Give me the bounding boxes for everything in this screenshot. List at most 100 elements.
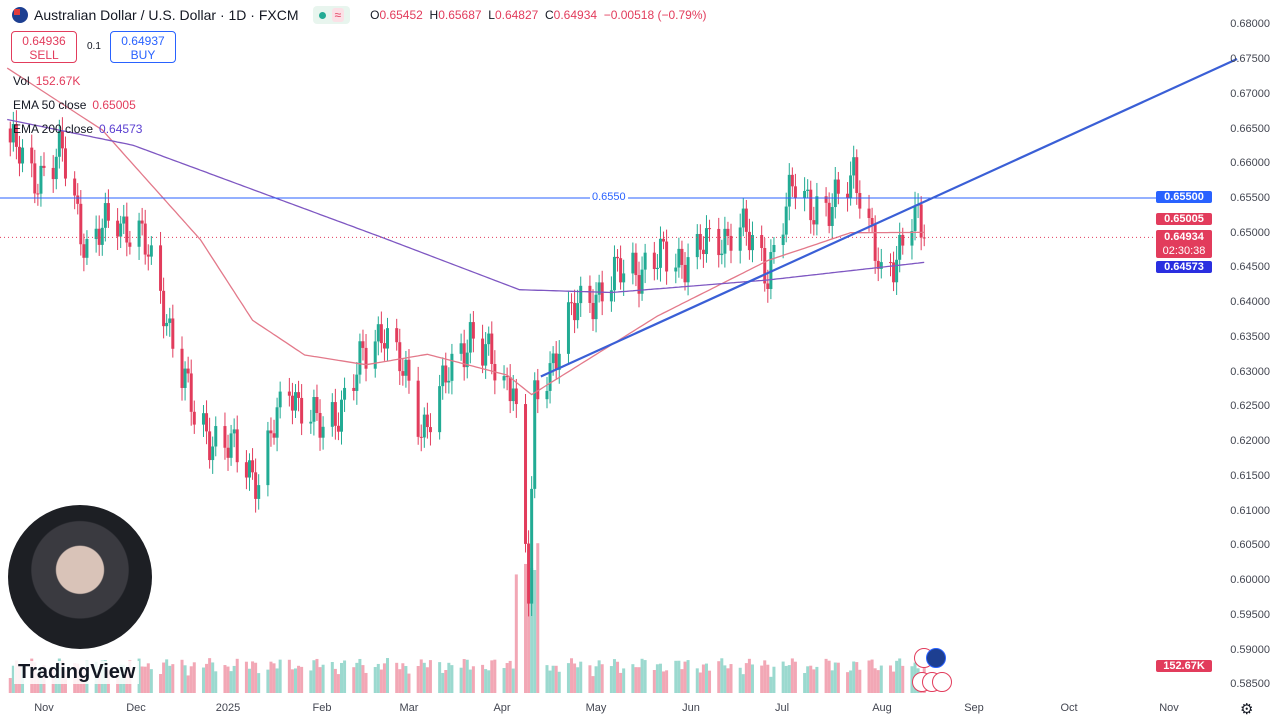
volume-bar [272, 663, 276, 693]
candle-body [652, 252, 656, 270]
candle-body [898, 234, 902, 260]
candle-body [343, 387, 347, 400]
price-axis-label: 0.58500 [1230, 678, 1270, 691]
volume-bar [211, 662, 215, 693]
tradingview-logo[interactable]: TradingView [14, 661, 140, 684]
hline-price-tag: 0.65500 [1156, 191, 1212, 203]
candle-body [849, 175, 853, 198]
candle-body [790, 174, 794, 187]
volume-bar [373, 667, 377, 693]
candle-body [741, 208, 745, 228]
candle-body [398, 342, 402, 372]
candle-body [686, 257, 690, 283]
volume-bar [481, 664, 485, 693]
candle-body [655, 267, 659, 270]
price-axis-label: 0.68000 [1230, 18, 1270, 31]
candle-body [168, 318, 172, 323]
candle-body [100, 227, 104, 245]
candle-body [149, 245, 153, 257]
candle-body [594, 294, 598, 320]
volume-bar [637, 667, 641, 693]
candle-body [548, 363, 552, 391]
volume-bar [450, 665, 454, 693]
candle-body [588, 285, 592, 303]
volume-bar [214, 671, 218, 693]
settings-gear-icon[interactable]: ⚙ [1240, 701, 1254, 718]
volume-bar [318, 667, 322, 693]
volume-bar [257, 673, 261, 693]
candle-body [487, 333, 491, 345]
volume-bar [315, 658, 319, 693]
event-flag-icon[interactable] [926, 648, 946, 668]
legend-volume[interactable]: Vol 152.67K [13, 74, 81, 88]
candle-body [82, 244, 86, 258]
volume-bar [662, 671, 666, 693]
volume-bar [665, 670, 669, 693]
volume-bar [622, 668, 626, 693]
candle-body [186, 368, 190, 374]
market-status[interactable]: ≈ [312, 6, 351, 24]
horizontal-line-label: 0.6550 [590, 191, 628, 203]
volume-bar [793, 661, 797, 693]
volume-bar [597, 660, 601, 693]
candle-body [471, 322, 475, 339]
volume-bar [229, 671, 233, 693]
volume-bar [680, 669, 684, 693]
candle-body [643, 252, 647, 270]
volume-bar [441, 672, 445, 693]
candle-body [750, 235, 754, 251]
candle-body [744, 208, 748, 232]
symbol-title[interactable]: Australian Dollar / U.S. Dollar · 1D · F… [34, 7, 299, 23]
volume-bar [300, 666, 304, 693]
volume-bar [570, 658, 574, 693]
volume-bar [447, 662, 451, 693]
volume-bar [8, 678, 12, 693]
volume-bar [855, 662, 859, 693]
candle-body [309, 421, 313, 424]
candle-body [373, 341, 377, 369]
candle-body [336, 425, 340, 432]
candle-body [251, 460, 255, 473]
price-axis-label: 0.60000 [1230, 574, 1270, 587]
candle-body [511, 388, 515, 402]
candle-body [192, 411, 196, 425]
volume-bar [812, 669, 816, 693]
legend-ema50[interactable]: EMA 50 close 0.65005 [13, 98, 136, 112]
candle-body [591, 302, 595, 320]
volume-bar [425, 667, 429, 693]
volume-bar [530, 568, 534, 693]
event-flag-icon[interactable] [932, 672, 952, 692]
volume-bar [232, 665, 236, 693]
legend-ema200[interactable]: EMA 200 close 0.64573 [13, 122, 143, 136]
volume-bar [401, 663, 405, 693]
volume-bar [165, 659, 169, 693]
sell-button[interactable]: 0.64936 SELL [11, 31, 77, 63]
candle-body [165, 322, 169, 327]
price-axis-label: 0.67000 [1230, 87, 1270, 100]
volume-bar [502, 668, 506, 693]
candle-body [879, 262, 883, 269]
volume-bar [398, 669, 402, 693]
candle-body [254, 472, 258, 499]
candle-body [315, 397, 319, 414]
volume-bar [339, 662, 343, 693]
volume-bar [487, 670, 491, 693]
volume-bar [652, 670, 656, 693]
volume-bar [888, 665, 892, 693]
candle-body [763, 248, 767, 284]
buy-button[interactable]: 0.64937 BUY [110, 31, 176, 63]
volume-bar [465, 659, 469, 693]
time-axis-label: Aug [872, 702, 892, 714]
candle-body [103, 203, 107, 228]
candle-body [407, 359, 411, 381]
candle-body [297, 392, 301, 398]
candle-body [401, 371, 405, 376]
candle-body [364, 347, 368, 369]
volume-bar [729, 664, 733, 693]
volume-bar [867, 660, 871, 693]
volume-bar [490, 660, 494, 693]
volume-bar [438, 662, 442, 693]
volume-bar [772, 666, 776, 693]
candle-body [404, 359, 408, 376]
